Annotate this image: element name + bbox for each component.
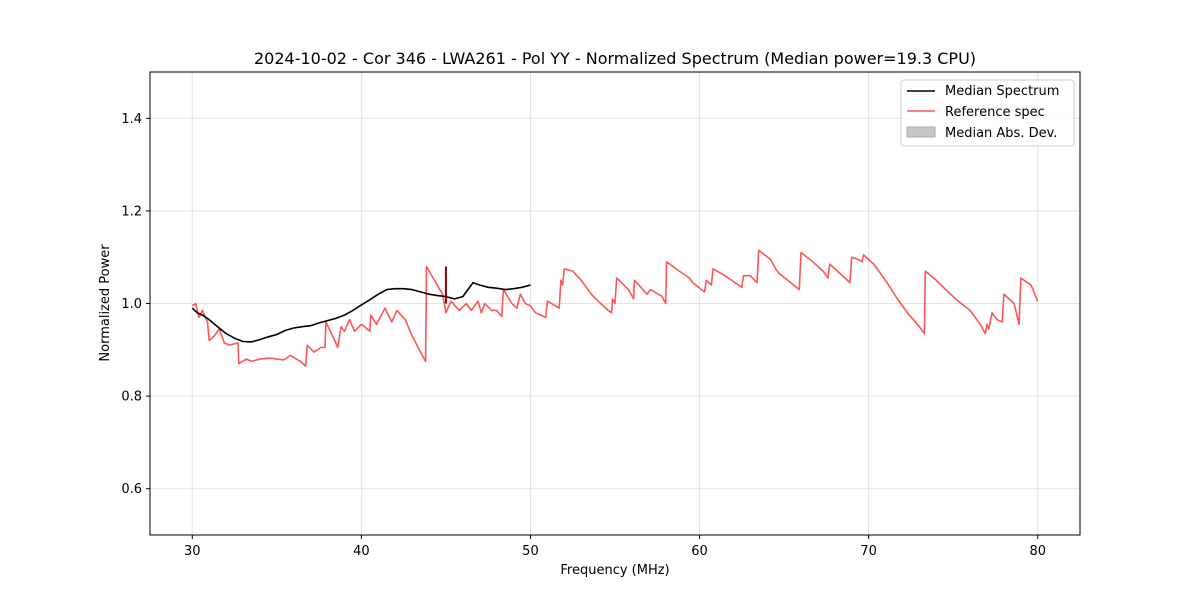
legend: Median Spectrum Reference spec Median Ab… (900, 79, 1075, 147)
y-tick-label: 1.4 (121, 112, 142, 127)
plot-area (191, 249, 1039, 367)
axis-ticks: 30 40 50 60 70 80 0.6 0.8 1.0 1.2 1.4 (121, 112, 1046, 559)
y-tick-label: 1.2 (121, 204, 142, 219)
reference-spec-line (191, 249, 1039, 367)
y-tick-label: 0.6 (121, 482, 142, 497)
legend-mad-swatch (906, 126, 936, 138)
y-tick-label: 1.0 (121, 297, 142, 312)
x-tick-label: 70 (860, 544, 877, 559)
chart-title: 2024-10-02 - Cor 346 - LWA261 - Pol YY -… (254, 49, 976, 68)
y-axis-label: Normalized Power (98, 244, 113, 362)
legend-median-label: Median Spectrum (945, 84, 1059, 99)
x-tick-label: 40 (353, 544, 370, 559)
x-tick-label: 80 (1029, 544, 1046, 559)
x-tick-label: 30 (184, 544, 201, 559)
y-tick-label: 0.8 (121, 390, 142, 405)
legend-mad-label: Median Abs. Dev. (945, 126, 1057, 141)
median-spectrum-line (191, 281, 531, 343)
x-axis-label: Frequency (MHz) (560, 563, 669, 578)
x-tick-label: 50 (522, 544, 539, 559)
legend-reference-label: Reference spec (945, 105, 1045, 120)
legend-box (900, 79, 1075, 147)
x-tick-label: 60 (691, 544, 708, 559)
